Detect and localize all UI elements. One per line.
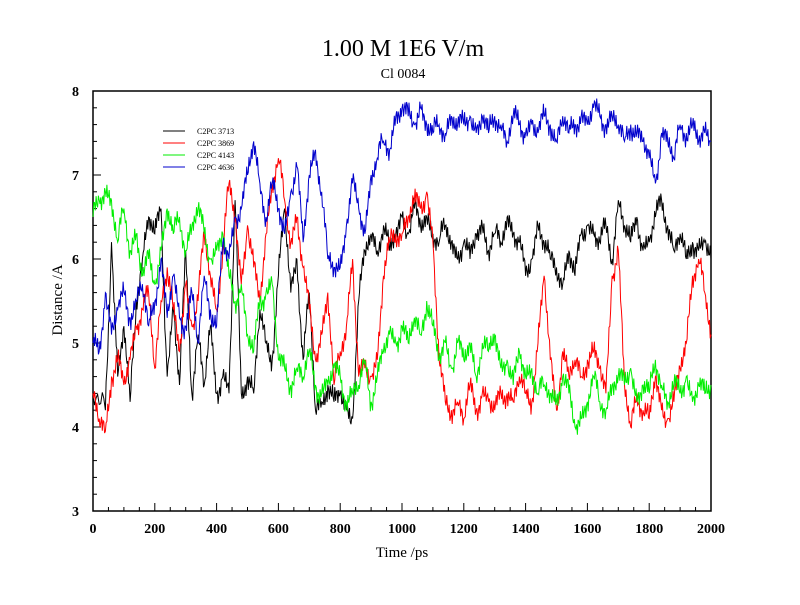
- y-tick-label: 7: [72, 169, 79, 184]
- y-tick-label: 5: [72, 337, 79, 352]
- x-tick-label: 800: [330, 522, 351, 537]
- x-tick-label: 1000: [388, 522, 416, 537]
- y-axis-label: Distance /A: [50, 264, 66, 335]
- legend-label-4: C2PC 4636: [197, 163, 234, 172]
- chart-subtitle: Cl 0084: [381, 67, 426, 82]
- x-tick-label: 0: [90, 522, 97, 537]
- y-tick-label: 8: [72, 85, 79, 100]
- series-lines: [92, 98, 712, 435]
- series-line-4: [92, 98, 712, 355]
- x-tick-label: 200: [144, 522, 165, 537]
- legend: C2PC 3713 C2PC 3869 C2PC 4143 C2PC 4636: [163, 127, 234, 172]
- x-axis-ticks: 0 200 400 600 800 1000 1200 1400 1600 1800 2000: [90, 503, 725, 537]
- y-axis-ticks: 3 4 5 6 7 8: [72, 85, 101, 520]
- x-tick-label: 1200: [450, 522, 478, 537]
- x-tick-label: 1400: [512, 522, 540, 537]
- series-line-1: [92, 193, 712, 425]
- y-tick-label: 4: [72, 421, 79, 436]
- series-line-3: [92, 184, 712, 435]
- y-tick-label: 6: [72, 253, 79, 268]
- x-tick-label: 2000: [697, 522, 725, 537]
- x-tick-label: 600: [268, 522, 289, 537]
- plot-area-frame: [92, 90, 712, 512]
- legend-label-3: C2PC 4143: [197, 151, 234, 160]
- chart-title: 1.00 M 1E6 V/m: [322, 36, 485, 62]
- x-axis-label: Time /ps: [376, 545, 429, 561]
- x-tick-label: 1800: [635, 522, 663, 537]
- x-tick-label: 400: [206, 522, 227, 537]
- legend-label-1: C2PC 3713: [197, 127, 234, 136]
- y-tick-label: 3: [72, 505, 79, 520]
- legend-label-2: C2PC 3869: [197, 139, 234, 148]
- x-tick-label: 1600: [573, 522, 601, 537]
- series-line-2: [92, 158, 712, 434]
